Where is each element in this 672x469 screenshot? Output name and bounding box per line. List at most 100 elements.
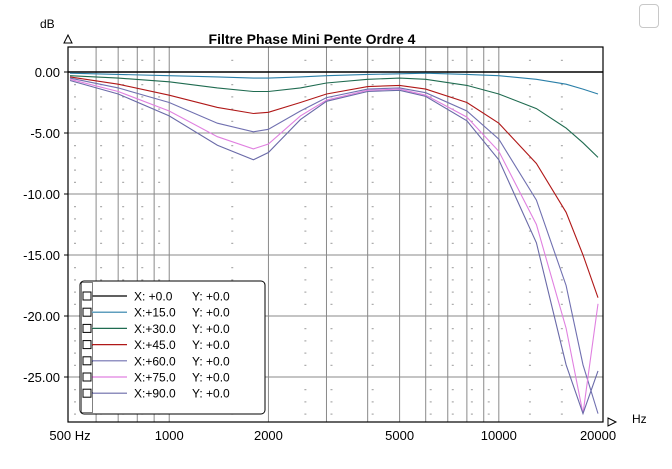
grid-dot — [74, 340, 76, 342]
legend-checkbox-0[interactable] — [82, 291, 92, 301]
grid-dot — [158, 84, 161, 86]
series-line-1 — [69, 72, 599, 95]
grid-dot — [451, 291, 454, 293]
grid-dot — [470, 230, 473, 232]
grid-dot — [470, 120, 473, 122]
legend-x-label-1: X:+15.0 — [134, 306, 176, 320]
grid-dot — [231, 84, 234, 86]
grid-dot — [451, 96, 454, 98]
grid-dot — [74, 169, 76, 171]
legend-checkbox-5[interactable] — [82, 372, 92, 382]
grid-dot — [74, 364, 76, 366]
legend-y-label-5: Y: +0.0 — [192, 371, 230, 385]
grid-dot — [528, 413, 531, 415]
grid-dot — [122, 242, 125, 244]
grid-dot — [304, 230, 307, 232]
grid-dot — [429, 59, 432, 61]
grid-dot — [74, 389, 76, 391]
grid-dot — [371, 401, 374, 403]
grid-dot — [528, 120, 531, 122]
grid-dot — [429, 279, 432, 281]
legend-y-label-6: Y: +0.0 — [192, 387, 230, 401]
grid-dot — [304, 340, 307, 342]
grid-dot — [487, 340, 490, 342]
grid-dot — [371, 328, 374, 330]
grid-dot — [470, 389, 473, 391]
grid-dot — [528, 279, 531, 281]
grid-dot — [304, 145, 307, 147]
grid-dot — [330, 169, 333, 171]
grid-dot — [451, 169, 454, 171]
grid-dot — [528, 303, 531, 305]
grid-dot — [371, 84, 374, 86]
grid-dot — [158, 181, 161, 183]
grid-dot — [74, 120, 76, 122]
grid-dot — [528, 340, 531, 342]
grid-dot — [487, 352, 490, 354]
grid-dot — [231, 206, 234, 208]
grid-dot — [451, 59, 454, 61]
grid-dot — [100, 96, 103, 98]
grid-dot — [371, 157, 374, 159]
grid-dot — [74, 413, 76, 415]
grid-dot — [371, 108, 374, 110]
grid-dot — [304, 364, 307, 366]
grid-dot — [470, 267, 473, 269]
grid-dot — [451, 279, 454, 281]
grid-dot — [560, 328, 563, 330]
grid-dot — [371, 181, 374, 183]
grid-dot — [560, 340, 563, 342]
legend-checkbox-6[interactable] — [82, 388, 92, 398]
grid-dot — [304, 84, 307, 86]
grid-dot — [470, 157, 473, 159]
grid-dot — [304, 96, 307, 98]
grid-dot — [330, 401, 333, 403]
grid-dot — [429, 413, 432, 415]
grid-dot — [330, 303, 333, 305]
grid-dot — [429, 96, 432, 98]
grid-dot — [429, 230, 432, 232]
grid-dot — [158, 96, 161, 98]
grid-dot — [560, 169, 563, 171]
grid-dot — [487, 157, 490, 159]
y-tick-label: -20.00 — [23, 309, 60, 324]
grid-dot — [528, 267, 531, 269]
grid-dot — [158, 230, 161, 232]
grid-dot — [470, 242, 473, 244]
plot-frame — [67, 46, 604, 423]
window-control-button[interactable] — [639, 4, 659, 28]
grid-dot — [487, 84, 490, 86]
grid-dot — [451, 413, 454, 415]
grid-dot — [451, 267, 454, 269]
grid-dot — [528, 364, 531, 366]
grid-dot — [330, 328, 333, 330]
grid-dot — [429, 401, 432, 403]
grid-dot — [304, 291, 307, 293]
grid-dot — [371, 218, 374, 220]
grid-dot — [528, 84, 531, 86]
grid-dot — [470, 218, 473, 220]
grid-dot — [451, 328, 454, 330]
grid-dot — [371, 169, 374, 171]
grid-dot — [528, 59, 531, 61]
x-tick-label: 10000 — [481, 428, 517, 443]
grid-dot — [470, 169, 473, 171]
y-tick-label: -25.00 — [23, 370, 60, 385]
grid-dot — [158, 206, 161, 208]
grid-dot — [122, 108, 125, 110]
legend-checkbox-1[interactable] — [82, 307, 92, 317]
grid-dot — [429, 267, 432, 269]
x-axis-label: Hz — [632, 412, 647, 426]
grid-dot — [231, 120, 234, 122]
grid-dot — [74, 108, 76, 110]
grid-dot — [451, 303, 454, 305]
grid-dot — [330, 279, 333, 281]
grid-dot — [470, 181, 473, 183]
grid-dot — [470, 340, 473, 342]
grid-dot — [100, 108, 103, 110]
grid-dot — [429, 84, 432, 86]
grid-dot — [560, 389, 563, 391]
legend-checkbox-3[interactable] — [82, 340, 92, 350]
legend-checkbox-2[interactable] — [82, 323, 92, 333]
legend-checkbox-4[interactable] — [82, 356, 92, 366]
